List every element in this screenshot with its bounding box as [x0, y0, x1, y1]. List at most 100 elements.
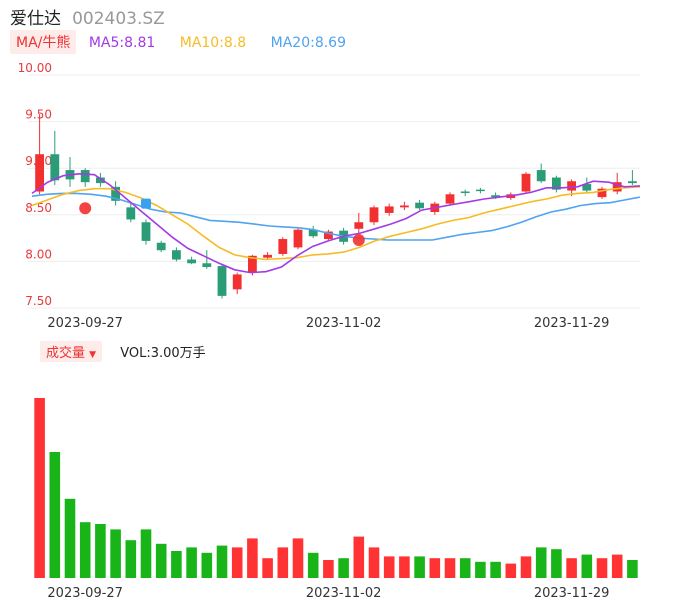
- candle-body: [627, 181, 637, 184]
- candle-body: [415, 202, 425, 209]
- volume-bar: [383, 556, 395, 578]
- date-tick-label: 2023-11-29: [534, 316, 610, 331]
- volume-bar: [429, 558, 441, 578]
- price-tick-label: 9.50: [25, 108, 52, 122]
- volume-bar: [140, 529, 152, 578]
- date-tick-label: 2023-09-27: [47, 316, 123, 331]
- candle-body: [597, 188, 607, 198]
- volume-bars: [34, 398, 638, 578]
- ma20-line: [31, 192, 641, 241]
- candle-body: [551, 177, 561, 190]
- volume-date-tick-label: 2023-11-29: [534, 586, 610, 601]
- candle-body: [475, 189, 485, 192]
- volume-bar: [49, 452, 61, 578]
- volume-bar: [581, 554, 593, 578]
- volume-bar: [186, 547, 197, 578]
- candle-body: [35, 154, 45, 192]
- date-axis: 2023-09-27 2023-11-02 2023-11-29: [47, 316, 609, 331]
- candle-body: [171, 250, 181, 260]
- price-tick-label: 8.00: [25, 247, 52, 261]
- volume-value: VOL:3.00万手: [120, 346, 206, 361]
- volume-bar: [353, 536, 365, 578]
- stock-name: 爱仕达: [10, 9, 61, 29]
- volume-bar: [95, 524, 106, 578]
- volume-date-tick-label: 2023-11-02: [306, 586, 382, 601]
- candle-body: [354, 222, 364, 229]
- volume-bar: [566, 558, 577, 578]
- volume-bar: [368, 547, 380, 578]
- candles: [35, 114, 637, 299]
- candle-body: [369, 207, 379, 223]
- candle-body: [384, 206, 394, 213]
- candle-body: [80, 170, 90, 183]
- signal-markers: [79, 198, 365, 246]
- candle-body: [50, 154, 60, 181]
- ma10-legend: MA10:8.8: [179, 35, 247, 51]
- volume-bar: [231, 547, 243, 578]
- volume-date-axis: 2023-09-27 2023-11-02 2023-11-29: [47, 586, 609, 601]
- candle-body: [247, 255, 257, 273]
- volume-legend: 成交量 ▼ VOL:3.00万手: [40, 341, 206, 362]
- price-tick-label: 7.50: [25, 294, 52, 308]
- candle-body: [612, 182, 622, 192]
- candle-body: [460, 191, 470, 193]
- candle-body: [141, 222, 151, 241]
- ma-legend: MA/牛熊 MA5:8.81 MA10:8.8 MA20:8.69: [10, 30, 346, 54]
- volume-tag-label: 成交量: [46, 346, 86, 361]
- candle-body: [521, 173, 531, 192]
- price-tick-label: 8.50: [25, 201, 52, 215]
- stock-header: 爱仕达 002403.SZ: [10, 4, 165, 29]
- volume-bar: [262, 558, 273, 578]
- volume-bar: [459, 558, 471, 578]
- volume-bar: [292, 538, 304, 578]
- candle-body: [323, 231, 333, 240]
- candle-body: [278, 239, 288, 254]
- volume-bar: [475, 561, 486, 578]
- volume-bar: [338, 558, 349, 578]
- volume-bar: [535, 547, 547, 578]
- candle-body: [187, 259, 197, 264]
- volume-bar: [155, 543, 167, 578]
- candle-body: [293, 229, 303, 248]
- volume-bar: [611, 554, 623, 578]
- candle-body: [399, 205, 409, 208]
- volume-bar: [277, 547, 289, 578]
- ma5-line: [31, 172, 641, 274]
- volume-bar: [323, 560, 334, 578]
- volume-bar: [627, 560, 638, 578]
- candle-body: [567, 181, 577, 191]
- volume-bar: [414, 556, 425, 578]
- price-tick-label: 10.00: [18, 61, 52, 75]
- candle-body: [308, 229, 318, 237]
- candle-body: [536, 170, 546, 182]
- volume-bar: [520, 556, 532, 578]
- signal-marker-icon: [141, 198, 151, 209]
- volume-bar: [34, 398, 45, 578]
- candle-body: [232, 274, 242, 290]
- signal-marker-icon: [79, 202, 92, 215]
- volume-bar: [444, 558, 456, 578]
- volume-bar: [79, 522, 91, 578]
- candle-body: [491, 195, 501, 198]
- volume-date-tick-label: 2023-09-27: [47, 586, 123, 601]
- candle-body: [156, 242, 166, 251]
- candle-body: [217, 266, 227, 296]
- volume-bar: [399, 556, 410, 578]
- volume-bar: [247, 538, 258, 578]
- volume-bar: [490, 561, 501, 578]
- volume-bar: [171, 551, 182, 578]
- ma-indicator-tag[interactable]: MA/牛熊: [10, 30, 77, 54]
- signal-marker-icon: [352, 233, 365, 246]
- candle-body: [263, 254, 273, 258]
- volume-indicator-tag[interactable]: 成交量 ▼: [40, 341, 103, 362]
- candle-body: [111, 186, 121, 201]
- volume-bar: [216, 545, 228, 578]
- ma10-line: [31, 186, 641, 261]
- ma20-legend: MA20:8.69: [270, 35, 346, 51]
- price-axis: 10.009.509.008.508.007.50: [18, 61, 52, 308]
- stock-code: 002403.SZ: [72, 9, 165, 29]
- caret-down-icon: ▼: [89, 350, 97, 360]
- moving-average-lines: [31, 172, 641, 274]
- volume-bar: [596, 558, 608, 578]
